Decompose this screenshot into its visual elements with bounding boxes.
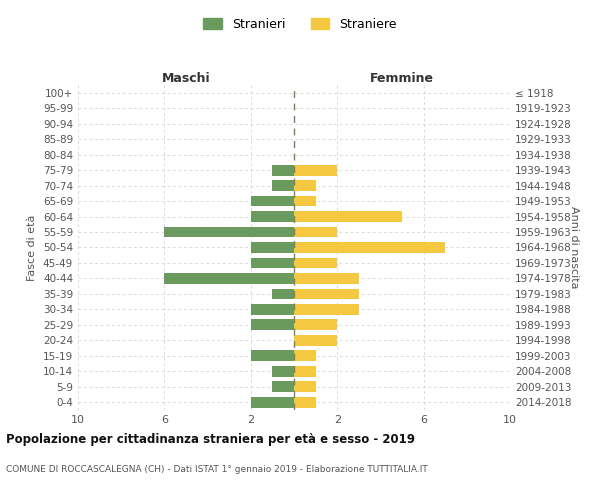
Bar xyxy=(251,397,294,407)
Bar xyxy=(272,180,294,191)
Bar xyxy=(294,196,316,206)
Bar xyxy=(294,397,316,407)
Bar xyxy=(294,304,359,315)
Bar xyxy=(294,164,337,175)
Bar xyxy=(272,164,294,175)
Bar xyxy=(294,258,337,268)
Bar xyxy=(251,211,294,222)
Bar xyxy=(294,382,316,392)
Bar xyxy=(294,180,316,191)
Bar xyxy=(272,288,294,300)
Bar xyxy=(272,366,294,376)
Text: Maschi: Maschi xyxy=(161,72,211,85)
Legend: Stranieri, Straniere: Stranieri, Straniere xyxy=(197,11,403,37)
Bar xyxy=(272,382,294,392)
Text: COMUNE DI ROCCASCALEGNA (CH) - Dati ISTAT 1° gennaio 2019 - Elaborazione TUTTITA: COMUNE DI ROCCASCALEGNA (CH) - Dati ISTA… xyxy=(6,465,428,474)
Bar xyxy=(294,273,359,284)
Bar xyxy=(294,320,337,330)
Bar xyxy=(294,211,402,222)
Bar xyxy=(251,320,294,330)
Text: Popolazione per cittadinanza straniera per età e sesso - 2019: Popolazione per cittadinanza straniera p… xyxy=(6,432,415,446)
Bar xyxy=(251,304,294,315)
Bar xyxy=(294,335,337,346)
Bar xyxy=(294,226,337,237)
Text: Femmine: Femmine xyxy=(370,72,434,85)
Bar xyxy=(294,350,316,361)
Y-axis label: Fasce di età: Fasce di età xyxy=(28,214,37,280)
Bar xyxy=(251,242,294,253)
Y-axis label: Anni di nascita: Anni di nascita xyxy=(569,206,578,288)
Bar xyxy=(251,196,294,206)
Bar xyxy=(251,258,294,268)
Bar xyxy=(164,273,294,284)
Bar xyxy=(164,226,294,237)
Bar xyxy=(294,366,316,376)
Bar xyxy=(294,288,359,300)
Bar xyxy=(294,242,445,253)
Bar xyxy=(251,350,294,361)
